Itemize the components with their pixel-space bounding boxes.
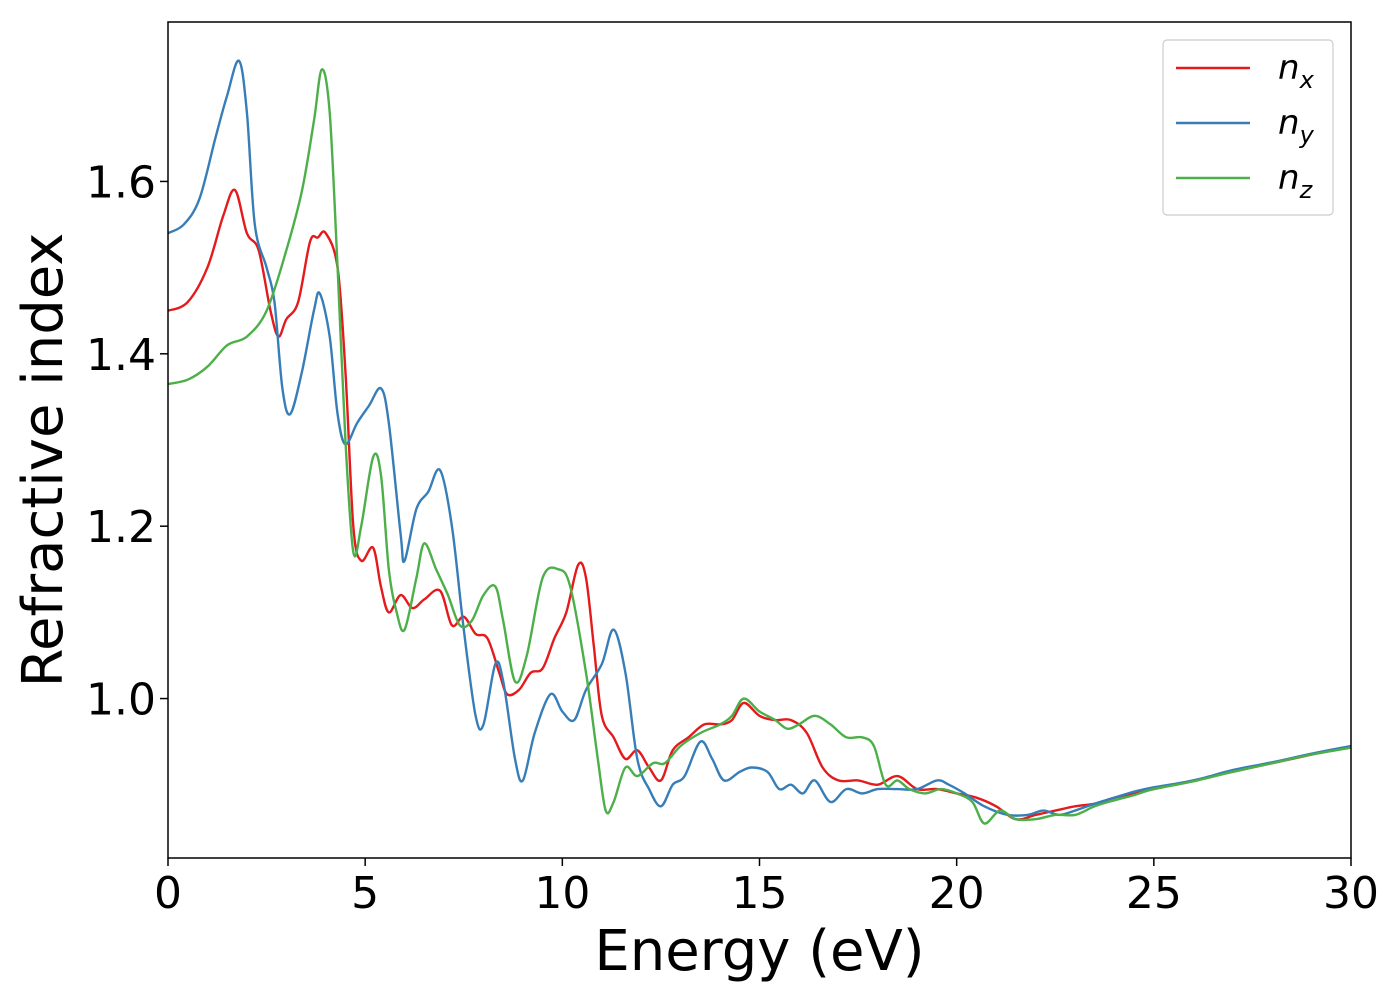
legend-subscript: x [1299,66,1315,94]
legend-box [1162,39,1334,216]
x-tick-label: 20 [929,868,985,919]
y-tick-label: 1.2 [86,502,156,553]
x-tick-label: 25 [1126,868,1182,919]
legend-label-z: nz [1278,158,1314,204]
y-tick-label: 1.6 [86,157,156,208]
x-tick-label: 5 [351,868,379,919]
x-tick-label: 30 [1323,868,1379,919]
axis-ticks: 0 5 10 15 20 25 30 1.0 1.2 1.4 1.6 [86,157,1379,919]
x-tick-label: 0 [154,868,182,919]
plot-lines [168,59,1351,825]
y-axis-label: Refractive index [11,233,76,688]
series-line-y [168,59,1351,817]
x-tick-label: 10 [534,868,590,919]
x-tick-label: 15 [732,868,788,919]
x-axis-label: Energy (eV) [594,919,924,984]
y-tick-label: 1.0 [86,675,156,726]
legend-subscript: y [1299,121,1315,149]
series-line-x [168,188,1351,821]
series-line-z [168,68,1351,825]
y-tick-label: 1.4 [86,330,156,381]
legend-subscript: z [1299,176,1314,204]
